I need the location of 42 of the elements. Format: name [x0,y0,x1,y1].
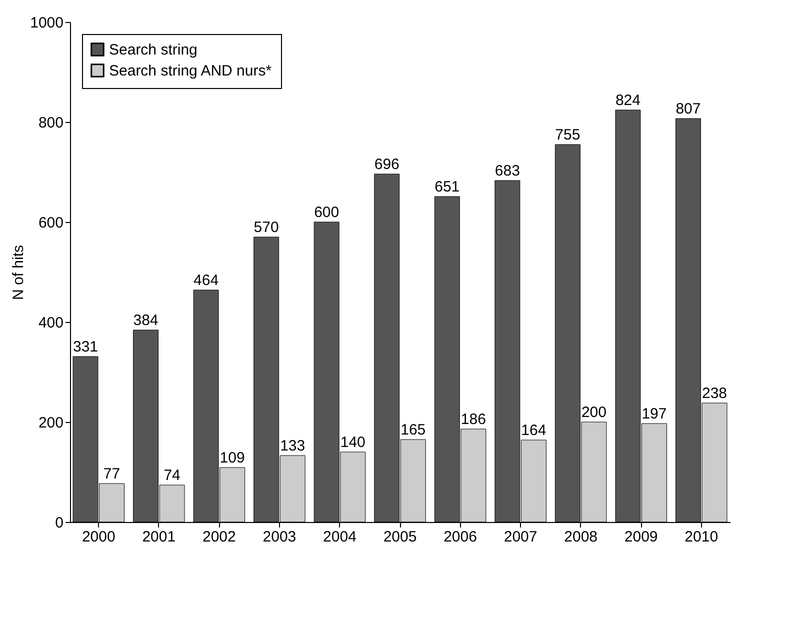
x-tick-label: 2005 [383,528,417,546]
legend-label: Search string AND nurs* [109,62,272,80]
x-tick-label: 2006 [444,528,477,546]
data-label: 570 [254,219,279,236]
data-label: 755 [555,126,580,144]
data-label: 238 [702,385,728,402]
data-label: 186 [460,411,486,428]
y-tick-label: 0 [55,514,64,532]
y-tick-label: 400 [38,314,64,332]
x-tick-label: 2007 [504,528,538,546]
data-label: 133 [280,438,306,454]
y-tick-label: 1000 [30,14,64,32]
data-label: 696 [374,156,400,173]
y-tick-label: 800 [38,114,64,132]
y-tick-label: 200 [38,414,64,432]
data-label: 109 [220,450,245,466]
x-tick-label: 2008 [564,528,598,546]
data-label: 200 [581,404,606,421]
data-label: 164 [521,422,546,439]
data-label: 651 [434,178,460,196]
x-tick-label: 2001 [142,528,176,546]
data-label: 197 [642,406,667,422]
x-tick-label: 2009 [624,528,658,546]
data-label: 824 [615,92,640,109]
y-axis-title: N of hits [10,244,28,300]
data-label: 331 [72,338,98,356]
x-tick-label: 2004 [323,528,356,546]
legend-label: Search string [109,42,198,58]
data-label: 600 [314,204,340,221]
data-label: 464 [194,272,219,289]
data-label: 74 [164,467,180,484]
x-tick-label: 2010 [684,528,718,546]
data-label: 683 [494,162,520,180]
y-tick-label: 600 [38,214,64,232]
data-label: 77 [103,466,120,482]
data-label: 165 [400,422,426,438]
data-label: 140 [340,434,366,451]
data-label: 807 [676,100,701,118]
x-tick-label: 2002 [202,528,236,546]
x-tick-label: 2000 [82,528,116,546]
x-tick-label: 2003 [262,528,296,546]
data-label: 384 [133,312,158,329]
